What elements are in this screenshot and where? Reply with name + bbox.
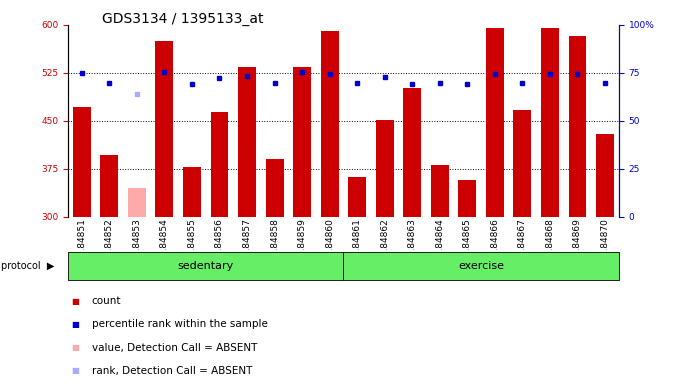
Bar (68, 252, 343, 280)
Text: ■: ■ (71, 320, 80, 329)
Text: GSM184869: GSM184869 (573, 218, 582, 273)
Text: GSM184854: GSM184854 (160, 218, 169, 273)
Text: GSM184855: GSM184855 (188, 218, 197, 273)
Text: GSM184860: GSM184860 (325, 218, 334, 273)
Bar (348, 177, 366, 217)
Text: GSM184867: GSM184867 (518, 218, 527, 273)
Bar (128, 188, 146, 217)
Text: value, Detection Call = ABSENT: value, Detection Call = ABSENT (92, 343, 257, 353)
Text: GSM184853: GSM184853 (133, 218, 141, 273)
Bar (211, 112, 228, 217)
Text: GSM184862: GSM184862 (380, 218, 389, 273)
Bar (541, 28, 559, 217)
Bar (183, 167, 201, 217)
Text: GSM184857: GSM184857 (243, 218, 252, 273)
Bar (73, 107, 90, 217)
Bar (568, 36, 586, 217)
Bar (403, 88, 421, 217)
Text: GSM184856: GSM184856 (215, 218, 224, 273)
Text: rank, Detection Call = ABSENT: rank, Detection Call = ABSENT (92, 366, 252, 376)
Bar (513, 110, 531, 217)
Text: GSM184870: GSM184870 (600, 218, 609, 273)
Text: percentile rank within the sample: percentile rank within the sample (92, 319, 268, 329)
Bar (266, 159, 284, 217)
Bar (596, 134, 614, 217)
Bar (343, 252, 619, 280)
Text: GSM184866: GSM184866 (490, 218, 499, 273)
Text: GSM184851: GSM184851 (78, 218, 86, 273)
Text: GSM184864: GSM184864 (435, 218, 444, 273)
Bar (156, 41, 173, 217)
Bar (321, 31, 339, 217)
Text: GSM184859: GSM184859 (298, 218, 307, 273)
Text: GSM184865: GSM184865 (463, 218, 472, 273)
Text: ■: ■ (71, 297, 80, 306)
Text: GSM184861: GSM184861 (353, 218, 362, 273)
Text: count: count (92, 296, 121, 306)
Bar (238, 66, 256, 217)
Text: GSM184868: GSM184868 (545, 218, 554, 273)
Text: protocol  ▶: protocol ▶ (1, 261, 54, 271)
Text: ■: ■ (71, 343, 80, 352)
Text: GSM184863: GSM184863 (408, 218, 417, 273)
Bar (431, 165, 449, 217)
Text: GDS3134 / 1395133_at: GDS3134 / 1395133_at (102, 12, 264, 25)
Bar (293, 66, 311, 217)
Text: GSM184852: GSM184852 (105, 218, 114, 273)
Bar (458, 180, 476, 217)
Bar (486, 28, 504, 217)
Bar (376, 120, 394, 217)
Text: exercise: exercise (458, 261, 504, 271)
Text: ■: ■ (71, 366, 80, 375)
Text: GSM184858: GSM184858 (270, 218, 279, 273)
Text: sedentary: sedentary (177, 261, 234, 271)
Bar (101, 155, 118, 217)
